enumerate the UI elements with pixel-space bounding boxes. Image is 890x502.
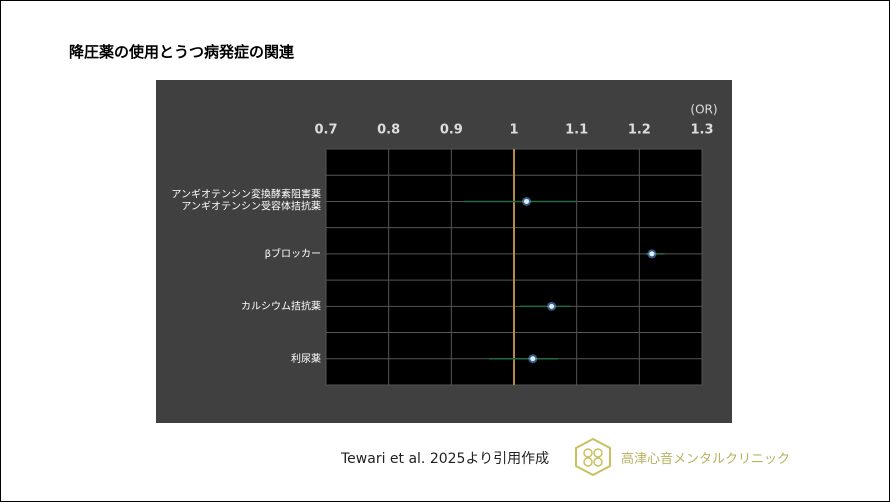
or-point bbox=[649, 251, 655, 257]
x-tick-label: 0.8 bbox=[377, 123, 400, 138]
x-tick-label: 1.2 bbox=[628, 123, 651, 138]
slide-title: 降圧薬の使用とうつ病発症の関連 bbox=[69, 43, 295, 61]
or-point bbox=[524, 198, 530, 204]
or-point bbox=[549, 303, 555, 309]
unit-label: (OR) bbox=[690, 103, 717, 117]
x-tick-label: 0.7 bbox=[314, 123, 337, 138]
category-label: βブロッカー bbox=[265, 247, 321, 260]
or-point bbox=[530, 356, 536, 362]
logo bbox=[575, 437, 611, 477]
logo-text: 高津心音メンタルクリニック bbox=[621, 452, 791, 467]
x-tick-label: 0.9 bbox=[440, 123, 463, 138]
source-note: Tewari et al. 2025より引用作成 bbox=[341, 451, 550, 467]
category-label: カルシウム拮抗薬 bbox=[241, 299, 321, 312]
x-tick-label: 1.3 bbox=[690, 123, 713, 138]
x-tick-label: 1.1 bbox=[565, 123, 588, 138]
category-label: 利尿薬 bbox=[291, 353, 321, 365]
category-label: アンギオテンシン受容体拮抗薬 bbox=[181, 199, 321, 212]
category-label: アンギオテンシン変換酵素阻害薬 bbox=[171, 187, 321, 200]
x-tick-label: 1 bbox=[509, 123, 518, 138]
